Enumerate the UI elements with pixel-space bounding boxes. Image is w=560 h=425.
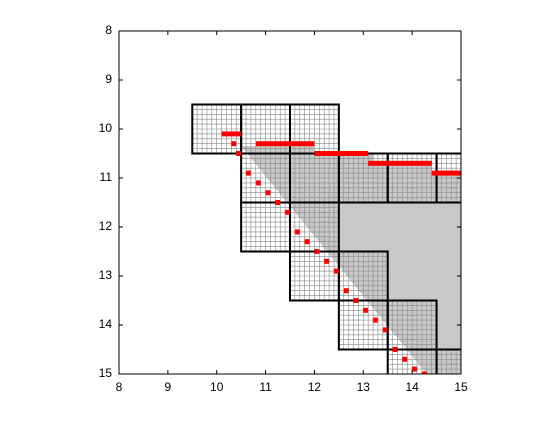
box [435,152,461,204]
red-segment [363,307,369,313]
red-segment [382,327,388,333]
red-segment [421,371,427,374]
cell [290,202,339,252]
cell [436,153,461,203]
red-segment [255,141,315,147]
red-segment [402,356,408,362]
y-tick-label: 9 [105,72,112,86]
cell [436,349,461,374]
cell [241,202,290,252]
red-segment [368,160,432,166]
red-segment [373,317,378,323]
red-segment [255,180,261,186]
y-tick-label: 10 [99,121,113,135]
x-tick-label: 9 [165,380,172,394]
cell [290,153,339,203]
cell [192,104,242,154]
box [386,348,438,374]
red-segment [431,170,461,176]
y-tick-label: 13 [99,268,113,282]
y-tick-label: 8 [105,23,112,37]
cell [387,349,437,374]
cell [338,251,388,301]
red-segment [246,170,251,176]
red-segment [236,151,242,156]
plot-content [191,103,461,374]
red-segment [412,366,418,372]
y-tick-label: 11 [100,170,113,184]
red-segment [324,258,330,264]
cell [338,300,388,350]
red-segment [392,347,398,352]
red-segment [221,131,242,137]
red-segment [231,141,237,147]
y-tick-label: 12 [99,219,113,233]
x-tick-label: 12 [308,380,322,394]
red-segment [275,200,281,205]
cell [241,153,290,203]
red-segment [294,229,300,235]
y-tick-label: 15 [99,366,113,380]
x-tick-label: 14 [405,380,419,394]
red-segment [285,209,290,215]
red-segment [265,190,271,196]
x-tick-label: 15 [454,380,468,394]
red-segment [314,151,369,156]
red-segment [333,268,339,274]
x-tick-label: 8 [116,380,123,394]
red-segment [314,249,320,254]
cell [387,300,437,350]
y-tick-label: 14 [99,317,113,331]
x-tick-label: 11 [259,380,272,394]
x-tick-label: 10 [210,380,224,394]
red-segment [343,288,349,294]
axes-box [118,30,462,375]
red-segment [304,239,310,245]
x-tick-label: 13 [357,380,371,394]
red-segment [353,298,359,303]
